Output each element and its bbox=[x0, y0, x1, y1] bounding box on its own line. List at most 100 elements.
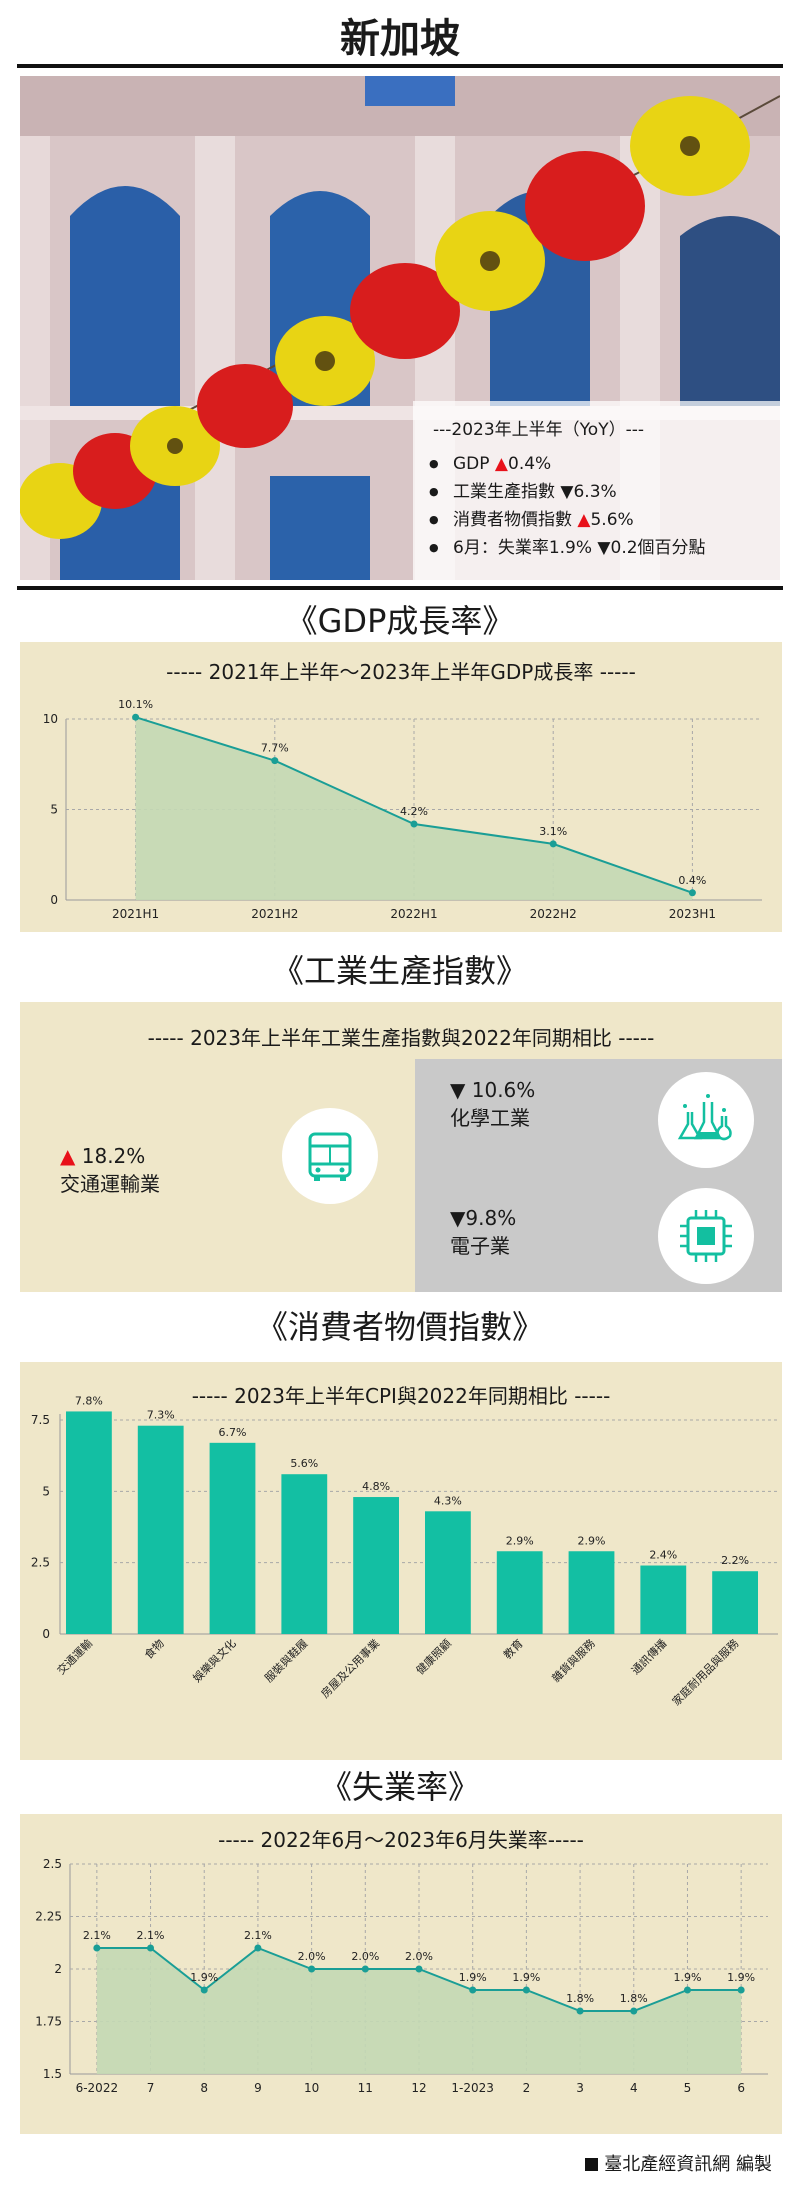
industry-section-title: 《工業生產指數》 bbox=[271, 952, 528, 990]
data-point bbox=[254, 1944, 262, 1952]
x-tick-label: 10 bbox=[304, 2081, 319, 2095]
bar bbox=[209, 1442, 256, 1634]
x-tick-label: 服裝與鞋履 bbox=[262, 1636, 311, 1685]
unemployment-section-title: 《失業率》 bbox=[319, 1768, 480, 1806]
industry-value: 10.6% bbox=[465, 1078, 536, 1102]
x-tick-label: 通訊傳播 bbox=[628, 1636, 669, 1677]
summary-value: 6.3% bbox=[573, 482, 617, 502]
data-point bbox=[271, 757, 279, 765]
gdp-section-title: 《GDP成長率》 bbox=[285, 602, 515, 640]
summary-value: 0.2個百分點 bbox=[610, 538, 706, 558]
y-tick-label: 1.75 bbox=[35, 2015, 62, 2029]
x-tick-label: 11 bbox=[358, 2081, 373, 2095]
x-tick-label: 2022H2 bbox=[530, 907, 577, 921]
page-title: 新加坡 bbox=[340, 16, 460, 62]
summary-value: 0.4% bbox=[508, 454, 552, 474]
down-arrow-icon: ▼ bbox=[597, 538, 611, 558]
footer-credit: 臺北產經資訊網 編製 bbox=[585, 2150, 772, 2176]
data-label: 5.6% bbox=[290, 1457, 318, 1470]
chip-icon bbox=[658, 1188, 754, 1284]
data-point bbox=[737, 1986, 745, 1994]
bar bbox=[640, 1565, 687, 1634]
bar bbox=[137, 1425, 184, 1634]
industry-name: 電子業 bbox=[450, 1234, 510, 1258]
up-arrow-icon: ▲ bbox=[60, 1144, 76, 1168]
cpi-panel: ----- 2023年上半年CPI與2022年同期相比 ----- 0 2.5 5 7… bbox=[20, 1362, 782, 1760]
summary-item-gdp: GDP ▲0.4% bbox=[425, 450, 768, 478]
data-point bbox=[630, 2007, 638, 2015]
x-tick-label: 1-2023 bbox=[451, 2081, 494, 2095]
x-tick-label: 6-2022 bbox=[76, 2081, 119, 2095]
data-label: 2.0% bbox=[405, 1950, 433, 1963]
bar bbox=[353, 1497, 399, 1634]
industry-transport: ▲ 18.2% 交通運輸業 bbox=[60, 1142, 160, 1198]
data-label: 1.9% bbox=[727, 1971, 755, 1984]
bar bbox=[712, 1571, 758, 1634]
data-point bbox=[415, 1965, 423, 1973]
gdp-panel: ----- 2021年上半年～2023年上半年GDP成長率 ----- 0 5 10… bbox=[20, 642, 782, 932]
data-label: 4.2% bbox=[400, 805, 428, 818]
bar bbox=[66, 1411, 112, 1634]
data-label: 2.9% bbox=[578, 1534, 606, 1547]
data-label: 2.1% bbox=[244, 1929, 272, 1942]
summary-label: 消費者物價指數 bbox=[453, 510, 578, 530]
industry-title: ----- 2023年上半年工業生產指數與2022年同期相比 ----- bbox=[147, 1026, 655, 1050]
down-arrow-icon: ▼ bbox=[560, 482, 574, 502]
data-point bbox=[688, 889, 696, 897]
gdp-chart: 0 5 10 10.1% 2021H1 7.7% 2021H2 4.2% 2022H1 3.1% 2… bbox=[43, 698, 762, 921]
data-point bbox=[522, 1986, 530, 1994]
gdp-chart-title: ----- 2021年上半年～2023年上半年GDP成長率 ----- bbox=[166, 660, 636, 684]
x-tick-label: 6 bbox=[737, 2081, 745, 2095]
bar bbox=[281, 1474, 328, 1634]
data-label: 1.9% bbox=[459, 1971, 487, 1984]
data-label: 3.1% bbox=[539, 825, 567, 838]
title-divider bbox=[17, 64, 783, 68]
data-point bbox=[576, 2007, 584, 2015]
bar bbox=[568, 1551, 615, 1634]
data-label: 4.3% bbox=[434, 1494, 462, 1507]
y-tick-label: 5 bbox=[42, 1484, 50, 1498]
x-tick-label: 7 bbox=[147, 2081, 155, 2095]
x-tick-label: 5 bbox=[684, 2081, 692, 2095]
data-label: 1.8% bbox=[566, 1992, 594, 2005]
data-point bbox=[410, 820, 418, 828]
square-icon bbox=[585, 2158, 599, 2171]
down-arrow-icon: ▼ bbox=[450, 1078, 466, 1102]
x-tick-label: 2022H1 bbox=[390, 907, 437, 921]
x-tick-label: 娛樂與文化 bbox=[190, 1636, 239, 1685]
data-label: 1.9% bbox=[190, 1971, 218, 1984]
data-label: 6.7% bbox=[219, 1426, 247, 1439]
down-arrow-icon: ▼ bbox=[450, 1206, 466, 1230]
x-tick-label: 2023H1 bbox=[669, 907, 716, 921]
x-tick-label: 2021H2 bbox=[251, 907, 298, 921]
data-point bbox=[469, 1986, 477, 1994]
data-label: 2.2% bbox=[721, 1554, 749, 1567]
x-tick-label: 3 bbox=[576, 2081, 584, 2095]
cpi-section-title: 《消費者物價指數》 bbox=[255, 1308, 544, 1346]
unemployment-chart-title: ----- 2022年6月～2023年6月失業率----- bbox=[218, 1828, 584, 1852]
x-tick-label: 食物 bbox=[141, 1636, 166, 1661]
area-fill bbox=[96, 1948, 742, 2074]
summary-heading: ---2023年上半年（YoY）--- bbox=[433, 420, 644, 440]
summary-label: 6月：失業率1.9% bbox=[453, 538, 598, 558]
data-label: 2.1% bbox=[83, 1929, 111, 1942]
x-tick-label: 9 bbox=[254, 2081, 262, 2095]
unemployment-panel: ----- 2022年6月～2023年6月失業率----- 1.5 1.75 2 2.… bbox=[20, 1814, 782, 2134]
summary-item-unemployment: 6月：失業率1.9% ▼0.2個百分點 bbox=[425, 534, 768, 562]
x-tick-label: 家庭耐用品與服務 bbox=[669, 1636, 741, 1708]
lantern-photo: ---2023年上半年（YoY）--- GDP ▲0.4% 工業生產指數 ▼6.… bbox=[20, 76, 780, 580]
summary-item-ipi: 工業生產指數 ▼6.3% bbox=[425, 478, 768, 506]
x-tick-label: 健康照顧 bbox=[413, 1636, 454, 1677]
bus-icon bbox=[282, 1108, 378, 1204]
data-point bbox=[683, 1986, 691, 1994]
data-point bbox=[200, 1986, 208, 1994]
industry-chemical: ▼ 10.6% 化學工業 bbox=[450, 1076, 535, 1132]
y-tick-label: 7.5 bbox=[31, 1413, 50, 1427]
data-label: 1.9% bbox=[512, 1971, 540, 1984]
x-tick-label: 雜貨與服務 bbox=[549, 1636, 598, 1685]
y-tick-label: 2.5 bbox=[43, 1857, 62, 1871]
data-label: 1.8% bbox=[620, 1992, 648, 2005]
data-label: 2.0% bbox=[351, 1950, 379, 1963]
y-tick-label: 0 bbox=[50, 893, 58, 907]
x-tick-label: 教育 bbox=[500, 1636, 525, 1661]
